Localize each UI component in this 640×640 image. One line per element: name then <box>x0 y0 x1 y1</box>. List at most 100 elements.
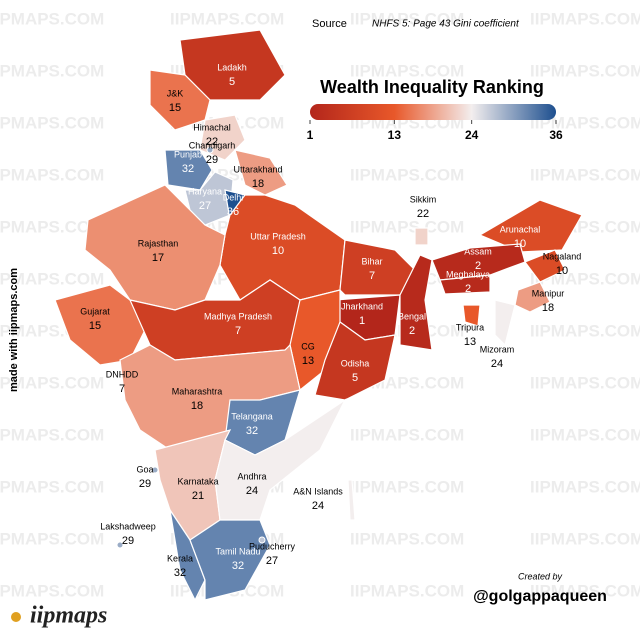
region-name: Sikkim <box>410 194 437 204</box>
legend-tick-label: 1 <box>307 128 314 142</box>
region-name: Haryana <box>188 186 222 196</box>
region-rank: 15 <box>169 102 181 114</box>
source-label: Source <box>312 18 347 30</box>
region-name: Nagaland <box>543 251 582 261</box>
region <box>439 274 491 295</box>
region-rank: 18 <box>191 400 203 412</box>
region-rank: 27 <box>199 200 211 212</box>
watermark: IIPMAPS.COM <box>530 529 640 548</box>
watermark: IIPMAPS.COM <box>350 217 464 236</box>
region-rank: 21 <box>192 490 204 502</box>
region-rank: 24 <box>246 485 258 497</box>
region-rank: 32 <box>174 567 186 579</box>
region-rank: 10 <box>556 265 568 277</box>
source-text: NHFS 5: Page 43 Gini coefficient <box>372 19 520 30</box>
watermark: IIPMAPS.COM <box>530 61 640 80</box>
region-name: Delhi <box>223 192 244 202</box>
region-rank: 22 <box>206 136 218 148</box>
region-rank: 5 <box>229 76 235 88</box>
region-rank: 13 <box>302 355 314 367</box>
region <box>514 281 551 313</box>
region-rank: 2 <box>465 283 471 295</box>
watermark: IIPMAPS.COM <box>350 61 464 80</box>
watermark: IIPMAPS.COM <box>0 113 104 132</box>
region-name: Odisha <box>341 358 370 368</box>
watermark: IIPMAPS.COM <box>0 425 104 444</box>
region <box>399 254 433 351</box>
region-name: Kerala <box>167 553 193 563</box>
region-name: Arunachal <box>500 224 541 234</box>
region-name: Telangana <box>231 411 273 421</box>
watermark: IIPMAPS.COM <box>350 581 464 600</box>
region-rank: 10 <box>514 238 526 250</box>
watermark: IIPMAPS.COM <box>350 529 464 548</box>
watermark: IIPMAPS.COM <box>350 425 464 444</box>
region-rank: 29 <box>206 154 218 166</box>
region-rank: 7 <box>119 383 125 395</box>
region-name: Puducherry <box>249 541 296 551</box>
region-rank: 17 <box>152 252 164 264</box>
region-name: CG <box>301 341 315 351</box>
region <box>214 398 347 521</box>
region-name: Bihar <box>361 256 382 266</box>
region-rank: 29 <box>122 535 134 547</box>
watermark: IIPMAPS.COM <box>0 9 104 28</box>
legend-title: Wealth Inequality Ranking <box>320 77 544 97</box>
region-rank: 10 <box>272 245 284 257</box>
region-name: Tripura <box>456 322 484 332</box>
region-rank: 1 <box>359 315 365 327</box>
region-rank: 7 <box>369 270 375 282</box>
region-name: Rajasthan <box>138 238 179 248</box>
region-name: Uttar Pradesh <box>250 231 306 241</box>
watermark: IIPMAPS.COM <box>0 61 104 80</box>
region-name: Madhya Pradesh <box>204 311 272 321</box>
region-rank: 15 <box>89 320 101 332</box>
region-name: Lakshadweep <box>100 521 156 531</box>
credit-handle: @golgappaqueen <box>473 588 607 605</box>
region <box>189 519 271 601</box>
region-name: Ladakh <box>217 62 247 72</box>
region-name: J&K <box>167 88 184 98</box>
region-name: Tamil Nadu <box>215 546 260 556</box>
watermark: IIPMAPS.COM <box>350 477 464 496</box>
region-name: Meghalaya <box>446 269 490 279</box>
side-text: made with iipmaps.com <box>8 268 20 392</box>
region-rank: 2 <box>409 325 415 337</box>
region-rank: 2 <box>475 260 481 272</box>
region-name: Uttarakhand <box>233 164 282 174</box>
region-rank: 32 <box>246 425 258 437</box>
watermark: IIPMAPS.COM <box>0 217 104 236</box>
region-rank: 32 <box>182 163 194 175</box>
watermark: IIPMAPS.COM <box>170 9 284 28</box>
legend-bar <box>310 104 556 120</box>
region-rank: 24 <box>491 358 503 370</box>
logo: iipmaps <box>30 603 107 629</box>
region <box>258 536 266 544</box>
watermark: IIPMAPS.COM <box>350 9 464 28</box>
watermark: IIPMAPS.COM <box>530 9 640 28</box>
region <box>524 249 566 283</box>
region-rank: 36 <box>227 206 239 218</box>
watermark: IIPMAPS.COM <box>0 269 104 288</box>
region-name: Bengal <box>398 311 426 321</box>
watermark: IIPMAPS.COM <box>350 165 464 184</box>
watermark: IIPMAPS.COM <box>0 477 104 496</box>
region-rank: 24 <box>312 500 324 512</box>
watermark: IIPMAPS.COM <box>0 529 104 548</box>
watermark: IIPMAPS.COM <box>530 113 640 132</box>
region <box>314 321 396 401</box>
region-name: Karnataka <box>177 476 218 486</box>
region-name: Maharashtra <box>172 386 223 396</box>
region <box>54 284 151 366</box>
region-name: Andhra <box>237 471 266 481</box>
region-name: Jharkhand <box>341 301 383 311</box>
region-name: Gujarat <box>80 306 110 316</box>
region-name: A&N Islands <box>293 486 343 496</box>
region <box>347 479 356 521</box>
watermark: IIPMAPS.COM <box>0 373 104 392</box>
region-rank: 7 <box>235 325 241 337</box>
region-name: DNHDD <box>106 369 139 379</box>
region <box>234 149 288 196</box>
credit-label: Created by <box>518 571 563 581</box>
watermark: IIPMAPS.COM <box>0 581 104 600</box>
